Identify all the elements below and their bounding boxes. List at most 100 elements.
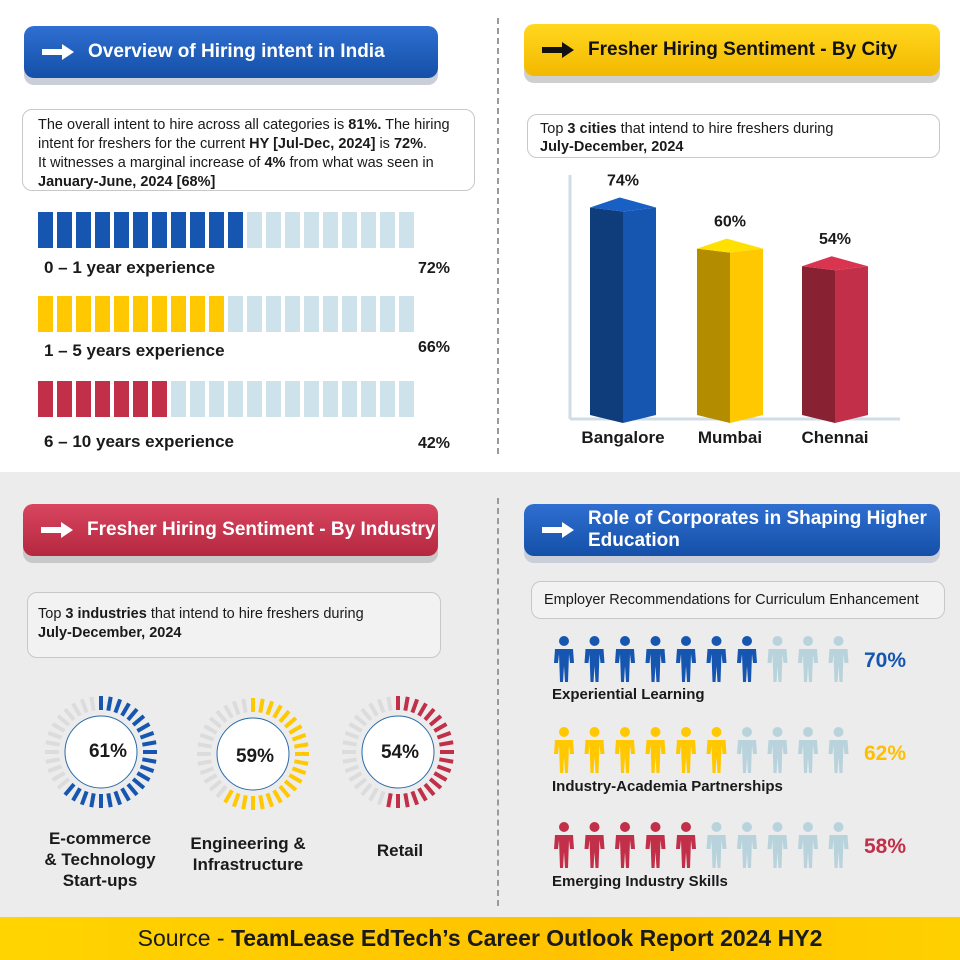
experience-segment xyxy=(57,381,72,417)
experience-segment xyxy=(247,212,262,248)
person-head xyxy=(772,636,783,646)
person-icon xyxy=(645,727,666,773)
dial-tick xyxy=(139,730,155,740)
text-run: The hiring intent for freshers for the c… xyxy=(38,117,450,152)
text-run: January-June, 2024 [68%] xyxy=(38,174,216,190)
dial-tick xyxy=(272,789,283,804)
dial-tick xyxy=(353,714,368,727)
person-icon xyxy=(615,822,635,868)
experience-segment xyxy=(361,296,376,332)
dial-tick xyxy=(120,787,131,802)
corporates-pct-partnerships: 62% xyxy=(864,742,907,765)
dial-tick xyxy=(45,740,60,747)
dial-tick xyxy=(291,766,307,776)
dial-tick xyxy=(199,766,215,776)
experience-segment xyxy=(209,296,224,332)
experience-segment xyxy=(228,381,243,417)
experience-segment xyxy=(285,381,300,417)
dial-tick xyxy=(342,757,357,764)
city-header: Fresher Hiring Sentiment - By City xyxy=(524,24,940,76)
experience-segment xyxy=(152,296,167,332)
text-run: 81%. xyxy=(348,117,382,133)
dial-tick xyxy=(342,740,357,747)
overview-summary-line-2: It witnesses a marginal increase of 4% f… xyxy=(38,154,464,173)
person-head xyxy=(681,822,691,832)
person-icon xyxy=(645,822,666,868)
experience-segment xyxy=(57,296,72,332)
text-run: 72% xyxy=(393,136,423,152)
city-bar-category-label: Mumbai xyxy=(698,428,762,447)
overview-header: Overview of Hiring intent in India xyxy=(24,26,438,78)
person-body xyxy=(706,740,727,773)
dial-tick xyxy=(203,724,218,735)
dial-tick xyxy=(71,702,82,717)
person-head xyxy=(742,822,752,832)
experience-segment xyxy=(171,296,186,332)
dial-center xyxy=(361,715,435,789)
person-body xyxy=(798,835,818,868)
dial-tick xyxy=(403,793,410,808)
experience-segment xyxy=(95,296,110,332)
experience-segment xyxy=(361,212,376,248)
person-body xyxy=(554,835,574,868)
experience-segment xyxy=(247,296,262,332)
text-run: that intend to hire freshers during xyxy=(616,121,834,137)
industry-name-line: Retail xyxy=(376,841,424,860)
dial-tick xyxy=(197,759,212,766)
experience-segment xyxy=(152,212,167,248)
dial-tick xyxy=(231,792,241,808)
dial-tick xyxy=(433,722,448,733)
person-icon xyxy=(737,727,757,773)
text-run: from what was seen in xyxy=(285,155,434,171)
dial-tick xyxy=(89,793,96,808)
experience-segment xyxy=(114,296,129,332)
person-head xyxy=(772,822,783,832)
text-run: HY [Jul-Dec, 2024] xyxy=(249,136,376,152)
industry-name-line: Infrastructure xyxy=(192,855,304,874)
person-body xyxy=(554,740,574,773)
city-bar-category-label: Chennai xyxy=(801,428,868,447)
experience-segment xyxy=(266,381,281,417)
arrow-icon xyxy=(542,522,576,538)
corporates-note: Employer Recommendations for Curriculum … xyxy=(531,581,945,619)
experience-segment xyxy=(209,381,224,417)
experience-segment xyxy=(114,381,129,417)
person-icon xyxy=(737,636,757,682)
person-head xyxy=(711,822,722,832)
dial-tick xyxy=(283,779,298,792)
experience-segment xyxy=(323,381,338,417)
person-icon xyxy=(767,636,788,682)
person-icon xyxy=(676,822,696,868)
industry-name-line: & Technology xyxy=(44,850,156,869)
person-head xyxy=(650,822,661,832)
dial-tick xyxy=(376,698,386,714)
person-body xyxy=(767,740,788,773)
experience-segment xyxy=(285,212,300,248)
experience-segment xyxy=(285,296,300,332)
experience-segment xyxy=(133,381,148,417)
city-note-line-2: July-December, 2024 xyxy=(540,139,684,155)
experience-segment xyxy=(76,381,91,417)
person-body xyxy=(767,835,788,868)
text-run: . xyxy=(422,136,428,152)
city-bar-chart: 74% Bangalore 60% Mumbai 54% Chennai xyxy=(568,172,900,447)
person-body xyxy=(584,740,605,773)
source-prefix: Source - xyxy=(137,925,225,951)
person-head xyxy=(620,727,630,737)
person-head xyxy=(620,636,630,646)
dial-tick xyxy=(410,698,420,714)
person-icon xyxy=(676,727,696,773)
person-head xyxy=(833,727,844,737)
person-icon xyxy=(828,822,849,868)
bar-face-top xyxy=(802,256,868,271)
industry-note-line-1: Top 3 industries that intend to hire fre… xyxy=(38,605,430,624)
dial-tick xyxy=(106,793,113,808)
industry-title: Fresher Hiring Sentiment - By Industry xyxy=(87,519,436,540)
corporates-header: Role of Corporates in Shaping Higher Edu… xyxy=(524,504,940,556)
person-icon xyxy=(828,636,849,682)
person-head xyxy=(803,727,813,737)
dial-tick xyxy=(223,789,234,804)
dial-tick xyxy=(423,707,436,722)
experience-segment xyxy=(342,296,357,332)
experience-pct-6-10: 42% xyxy=(418,435,451,452)
